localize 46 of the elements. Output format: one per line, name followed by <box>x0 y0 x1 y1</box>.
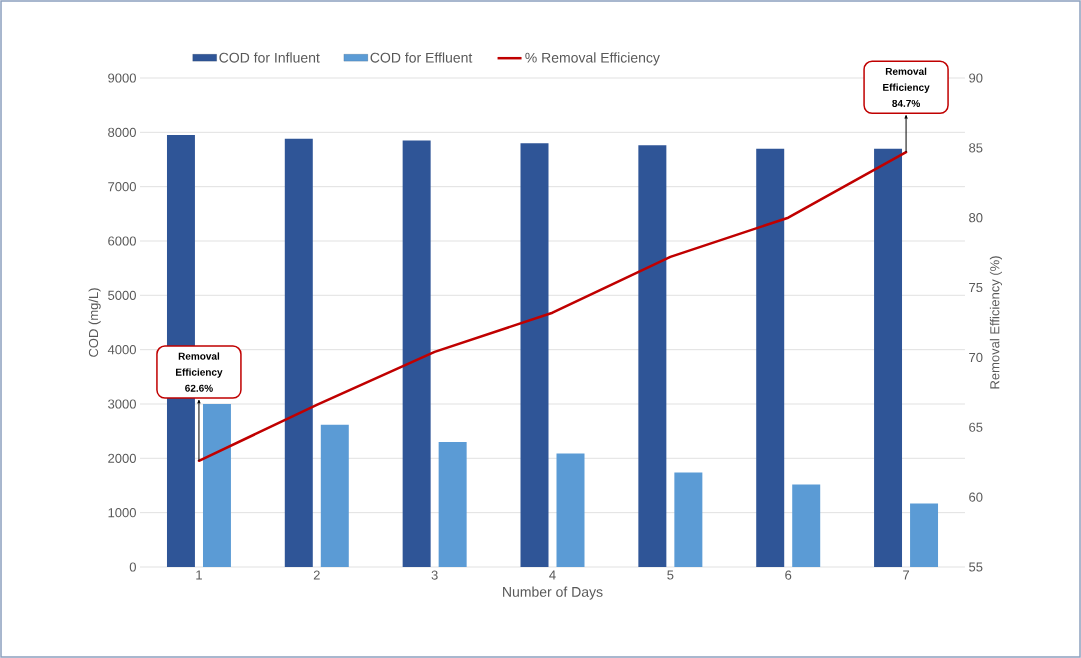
annotation: Removal Efficiency 62.6% <box>175 352 223 392</box>
y2-tick-label: 55 <box>969 562 983 572</box>
y-axis-title: COD (mg/L) <box>88 288 101 357</box>
bar <box>520 143 549 567</box>
bar <box>792 484 821 567</box>
legend-label: % Removal Efficiency <box>525 52 660 66</box>
y2-tick-label: 85 <box>969 143 983 153</box>
y2-tick-label: 80 <box>969 213 983 223</box>
y-tick-label: 5000 <box>108 290 136 300</box>
y-tick-label: 4000 <box>107 345 136 355</box>
x-tick-label: 6 <box>785 570 792 580</box>
y-tick-label: 0 <box>129 562 136 572</box>
y2-tick-label: 75 <box>969 283 983 293</box>
y2-tick-label: 70 <box>969 352 983 363</box>
bar <box>674 472 703 567</box>
x-axis-title: Number of Days <box>503 586 603 600</box>
y2-tick-label: 60 <box>969 492 983 502</box>
y2-axis-title: Removal Efficiency (%) <box>989 256 1002 389</box>
x-tick-label: 5 <box>667 570 674 580</box>
y-tick-label: 1000 <box>108 508 136 518</box>
x-tick-label: 3 <box>431 570 438 580</box>
x-tick-label: 4 <box>549 570 556 580</box>
y-tick-label: 6000 <box>108 236 136 246</box>
bar <box>556 453 585 567</box>
bar <box>402 140 431 567</box>
y2-tick-label: 65 <box>969 422 983 432</box>
bar <box>320 424 349 567</box>
bar <box>284 138 313 567</box>
y-tick-label: 9000 <box>108 73 136 83</box>
x-tick-label: 2 <box>313 570 320 580</box>
bar <box>756 148 785 567</box>
x-tick-label: 1 <box>196 570 202 580</box>
x-tick-label: 7 <box>903 570 910 580</box>
bar <box>202 403 231 567</box>
bar <box>638 145 667 567</box>
bar <box>438 442 467 567</box>
legend-label: COD for Influent <box>219 52 320 63</box>
y-tick-label: 8000 <box>108 127 136 137</box>
bar <box>874 148 903 567</box>
y2-tick-label: 90 <box>969 73 983 83</box>
bar <box>910 503 939 567</box>
annotation: Removal Efficiency 84.7% <box>883 67 930 107</box>
y-tick-label: 3000 <box>108 399 136 409</box>
y-tick-label: 7000 <box>108 182 136 192</box>
legend-label: COD for Effluent <box>370 52 473 63</box>
y-tick-label: 2000 <box>108 453 136 463</box>
